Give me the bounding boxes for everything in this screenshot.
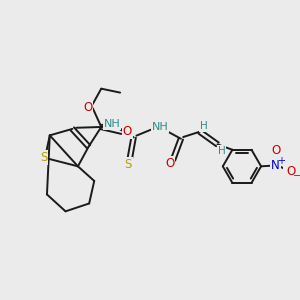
Text: H: H (200, 121, 208, 131)
Text: O: O (287, 165, 296, 178)
Text: O: O (83, 101, 92, 114)
Text: O: O (271, 144, 280, 157)
Text: S: S (124, 158, 132, 171)
Text: −: − (293, 171, 300, 182)
Text: +: + (277, 156, 285, 166)
Text: NH: NH (103, 119, 120, 129)
Text: H: H (218, 146, 226, 156)
Text: S: S (40, 152, 47, 164)
Text: O: O (165, 157, 174, 170)
Text: N: N (271, 159, 280, 172)
Text: O: O (123, 124, 132, 138)
Text: NH: NH (152, 122, 168, 132)
